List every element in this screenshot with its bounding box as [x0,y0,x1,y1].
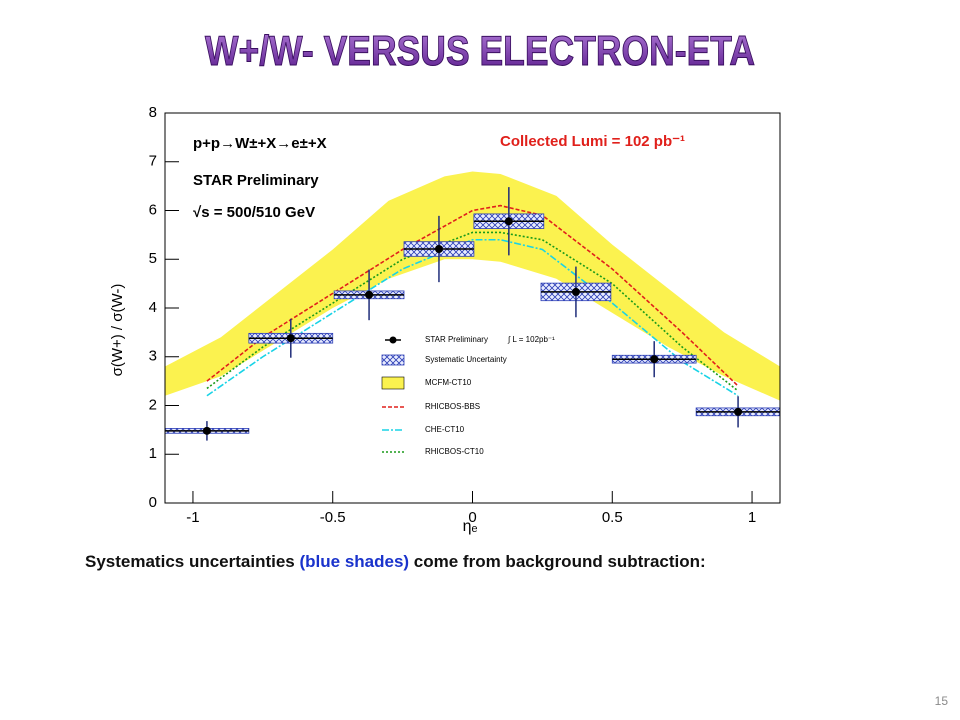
y-tick-label: 7 [149,153,157,170]
y-tick-label: 6 [149,201,157,218]
y-tick-label: 8 [149,104,157,121]
data-point [202,426,211,435]
page-number: 15 [935,694,949,708]
data-point [286,334,295,343]
annotation: p+p→W±+X→e±+X [193,135,327,152]
data-point [650,355,659,364]
lumi-label: Collected Lumi = 102 pb⁻¹ [500,133,685,150]
y-axis-label: σ(W+) / σ(W-) [109,284,126,377]
x-tick-label: 0.5 [602,509,623,526]
annotation: √s = 500/510 GeV [193,204,315,221]
curve [206,204,739,387]
data-point [365,290,374,299]
x-tick-label: -0.5 [320,509,346,526]
y-tick-label: 5 [149,250,157,267]
legend-symbol [381,376,405,390]
y-tick-label: 2 [149,396,157,413]
legend-note: ∫ L = 102pb⁻¹ [507,335,555,344]
slide-title: W+/W- VERSUS ELECTRON-ETA [205,27,755,74]
legend-label: STAR Preliminary [425,335,488,344]
data-point [504,217,513,226]
y-tick-label: 0 [149,494,157,511]
data-point [734,407,743,416]
caption: Systematics uncertainties (blue shades) … [85,552,706,571]
caption-part: come from background subtraction: [409,552,706,571]
x-tick-label: 0 [468,509,476,526]
y-tick-label: 1 [149,445,157,462]
legend-symbol [381,354,405,366]
data-point [434,245,443,254]
data-point [571,287,580,296]
annotation: STAR Preliminary [193,172,319,189]
legend-label: RHICBOS-CT10 [425,447,484,456]
band [165,171,780,401]
plot: 0 1 2 3 4 5 6 7 8 -1 -0.5 0 0.5 1 ηₑ σ(W+) / σ(W-) p+p→W… [109,104,781,535]
legend-label: MCFM-CT10 [425,378,472,387]
x-axis-label: ηₑ [463,518,478,535]
curve [206,231,739,392]
caption-part: Systematics uncertainties [85,552,299,571]
x-tick-label: -1 [186,509,199,526]
legend-symbol [389,336,397,344]
legend-label: Systematic Uncertainty [425,355,507,364]
y-tick-label: 3 [149,348,157,365]
y-tick-label: 4 [149,299,157,316]
x-tick-label: 1 [748,509,756,526]
legend-label: RHICBOS-BBS [425,402,480,411]
caption-highlight: (blue shades) [299,552,409,571]
legend-label: CHE-CT10 [425,425,465,434]
